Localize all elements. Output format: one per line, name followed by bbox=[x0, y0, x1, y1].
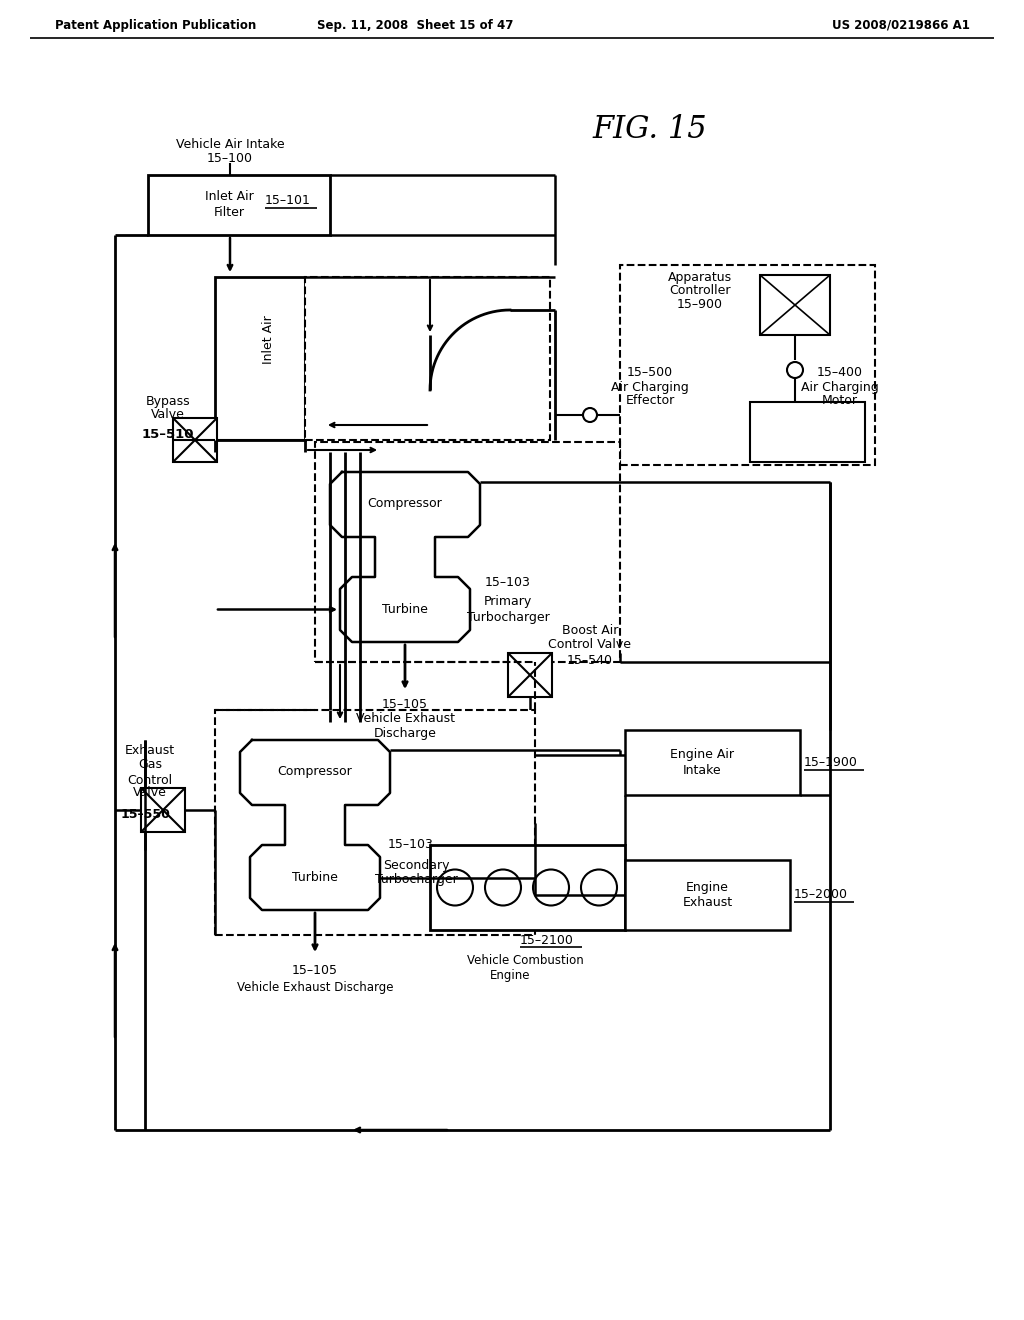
Text: 15–2000: 15–2000 bbox=[794, 888, 848, 902]
Bar bbox=[625, 861, 790, 931]
Text: 15–1900: 15–1900 bbox=[804, 756, 858, 770]
Text: Secondary: Secondary bbox=[383, 858, 450, 871]
Text: Effector: Effector bbox=[626, 395, 675, 408]
Text: Sep. 11, 2008  Sheet 15 of 47: Sep. 11, 2008 Sheet 15 of 47 bbox=[316, 18, 513, 32]
Bar bbox=[173, 418, 217, 462]
Text: 15–400: 15–400 bbox=[817, 367, 863, 380]
Text: Compressor: Compressor bbox=[368, 498, 442, 511]
Text: Valve: Valve bbox=[133, 787, 167, 800]
Text: Control: Control bbox=[127, 774, 173, 787]
Bar bbox=[215, 277, 305, 440]
Bar bbox=[430, 845, 625, 931]
Text: Bypass: Bypass bbox=[145, 396, 190, 408]
Bar bbox=[760, 275, 830, 335]
Text: Inlet Air: Inlet Air bbox=[205, 190, 253, 203]
Text: Vehicle Exhaust: Vehicle Exhaust bbox=[355, 713, 455, 726]
Bar bbox=[148, 176, 330, 235]
Text: FIG. 15: FIG. 15 bbox=[593, 115, 708, 145]
Bar bbox=[215, 710, 535, 935]
Text: 15–2100: 15–2100 bbox=[520, 933, 573, 946]
Text: 15–510: 15–510 bbox=[141, 428, 195, 441]
Text: Control Valve: Control Valve bbox=[549, 639, 632, 652]
Text: 15–540: 15–540 bbox=[567, 653, 613, 667]
Text: Gas: Gas bbox=[138, 759, 162, 771]
Text: Intake: Intake bbox=[683, 764, 722, 777]
Text: 15–100: 15–100 bbox=[207, 152, 253, 165]
Text: Inlet Air: Inlet Air bbox=[261, 315, 274, 364]
Text: Turbocharger: Turbocharger bbox=[467, 610, 549, 623]
Text: US 2008/0219866 A1: US 2008/0219866 A1 bbox=[833, 18, 970, 32]
Text: Vehicle Air Intake: Vehicle Air Intake bbox=[176, 139, 285, 152]
Text: 15–500: 15–500 bbox=[627, 367, 673, 380]
Text: 15–101: 15–101 bbox=[265, 194, 311, 207]
Text: Discharge: Discharge bbox=[374, 726, 436, 739]
Text: Vehicle Combustion: Vehicle Combustion bbox=[467, 953, 584, 966]
Text: 15–550: 15–550 bbox=[120, 808, 170, 821]
Text: Exhaust: Exhaust bbox=[682, 895, 732, 908]
Bar bbox=[750, 403, 865, 462]
Bar bbox=[305, 277, 550, 440]
Text: Primary: Primary bbox=[484, 595, 532, 609]
Text: Valve: Valve bbox=[152, 408, 185, 421]
Text: Turbine: Turbine bbox=[382, 603, 428, 616]
Text: 15–103: 15–103 bbox=[485, 576, 530, 589]
Text: Boost Air: Boost Air bbox=[562, 623, 618, 636]
Text: Air Charging: Air Charging bbox=[801, 380, 879, 393]
Text: 15–900: 15–900 bbox=[677, 297, 723, 310]
Text: Filter: Filter bbox=[213, 206, 245, 219]
Text: Turbine: Turbine bbox=[292, 871, 338, 884]
Text: 15–105: 15–105 bbox=[382, 698, 428, 711]
Text: Vehicle Exhaust Discharge: Vehicle Exhaust Discharge bbox=[237, 981, 393, 994]
Text: 15–103: 15–103 bbox=[388, 838, 434, 851]
Bar bbox=[620, 265, 874, 465]
Text: Controller: Controller bbox=[670, 285, 731, 297]
Text: Turbocharger: Turbocharger bbox=[375, 874, 458, 887]
Text: Engine: Engine bbox=[686, 882, 729, 895]
Bar bbox=[625, 730, 800, 795]
Text: 15–105: 15–105 bbox=[292, 964, 338, 977]
Text: Apparatus: Apparatus bbox=[668, 272, 732, 285]
Text: Engine Air: Engine Air bbox=[671, 748, 734, 762]
Text: Patent Application Publication: Patent Application Publication bbox=[55, 18, 256, 32]
Text: Exhaust: Exhaust bbox=[125, 743, 175, 756]
Bar bbox=[315, 442, 620, 663]
Bar bbox=[508, 653, 552, 697]
Text: Compressor: Compressor bbox=[278, 766, 352, 779]
Text: Motor: Motor bbox=[822, 395, 858, 408]
Text: Air Charging: Air Charging bbox=[611, 380, 689, 393]
Bar bbox=[141, 788, 185, 832]
Text: Engine: Engine bbox=[489, 969, 530, 982]
